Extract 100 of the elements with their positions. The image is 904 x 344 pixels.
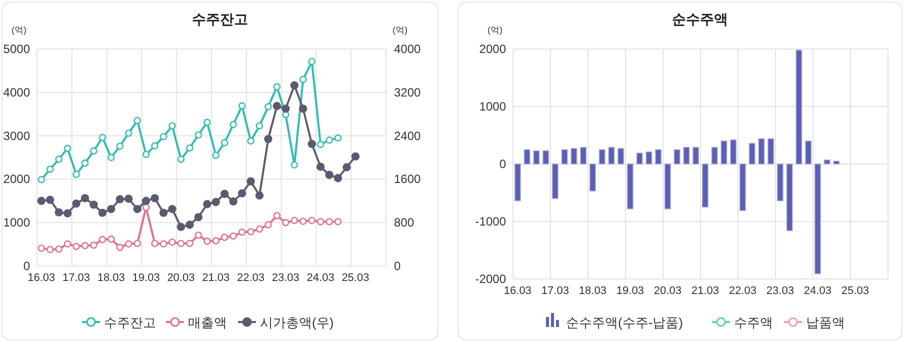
point bbox=[63, 209, 72, 218]
y-tick-label: 5000 bbox=[3, 42, 30, 56]
y-tick-label: -1000 bbox=[475, 214, 506, 228]
point bbox=[142, 196, 150, 205]
point bbox=[194, 213, 203, 222]
bar bbox=[636, 152, 643, 164]
bar bbox=[580, 146, 587, 164]
x-tick-label: 20.03 bbox=[167, 272, 195, 284]
point bbox=[290, 216, 298, 224]
y-tick-label: 1000 bbox=[479, 100, 506, 114]
point bbox=[238, 102, 246, 110]
point bbox=[264, 221, 272, 228]
point bbox=[273, 212, 281, 220]
bar bbox=[598, 149, 606, 164]
y2-tick-label: 4000 bbox=[394, 42, 422, 56]
chart-title: 순수주액 bbox=[672, 11, 728, 27]
point bbox=[325, 170, 334, 179]
y2-tick-label: 1600 bbox=[394, 172, 422, 186]
point bbox=[81, 242, 89, 250]
point bbox=[186, 220, 194, 229]
point bbox=[334, 218, 342, 226]
x-tick-label: 25.03 bbox=[342, 272, 370, 284]
y2-tick-label: 0 bbox=[394, 259, 401, 273]
point bbox=[220, 139, 228, 146]
point bbox=[160, 133, 168, 140]
x-tick-label: 21.03 bbox=[691, 285, 719, 297]
point bbox=[316, 218, 324, 226]
point bbox=[186, 240, 194, 248]
point bbox=[230, 232, 237, 240]
point bbox=[334, 134, 342, 142]
point bbox=[203, 200, 212, 208]
point bbox=[98, 236, 106, 244]
y-tick-label: 3000 bbox=[3, 128, 30, 143]
point bbox=[64, 240, 72, 248]
point bbox=[133, 204, 142, 214]
point bbox=[351, 152, 360, 161]
point bbox=[125, 130, 132, 137]
point bbox=[186, 144, 194, 152]
point bbox=[212, 152, 220, 159]
bar bbox=[655, 149, 662, 164]
point bbox=[290, 81, 298, 90]
point bbox=[300, 218, 307, 225]
y-tick-label: 2000 bbox=[479, 42, 506, 56]
point bbox=[168, 122, 176, 130]
y2-tick-label: 2400 bbox=[394, 128, 422, 143]
point bbox=[177, 240, 185, 248]
y2-tick-label: 3200 bbox=[394, 85, 422, 100]
bar bbox=[739, 164, 746, 211]
point bbox=[220, 234, 228, 241]
bar bbox=[514, 164, 521, 202]
point bbox=[212, 198, 220, 206]
point bbox=[98, 208, 107, 217]
y-tick-label: 1000 bbox=[3, 216, 30, 230]
point bbox=[55, 156, 62, 163]
bar bbox=[796, 50, 802, 164]
bar bbox=[570, 148, 578, 164]
point bbox=[264, 134, 272, 144]
point bbox=[64, 144, 72, 152]
point bbox=[316, 140, 324, 148]
point bbox=[107, 204, 116, 214]
point bbox=[230, 120, 237, 128]
x-tick-label: 19.03 bbox=[616, 285, 644, 297]
x-tick-label: 17.03 bbox=[62, 272, 90, 284]
point bbox=[46, 246, 54, 254]
point bbox=[326, 218, 333, 226]
legend-label: 순수주액(수주-납품) bbox=[566, 315, 683, 330]
legend-label: 납품액 bbox=[806, 315, 845, 330]
point bbox=[168, 204, 176, 214]
point bbox=[264, 103, 272, 110]
point bbox=[54, 208, 63, 216]
point bbox=[282, 219, 290, 226]
x-tick-label: 23.03 bbox=[766, 285, 794, 297]
point bbox=[220, 190, 229, 198]
bar bbox=[542, 150, 550, 164]
bar bbox=[711, 146, 718, 164]
y-tick-label: 4000 bbox=[3, 85, 30, 100]
point bbox=[125, 240, 132, 248]
point bbox=[282, 104, 290, 113]
point bbox=[229, 197, 238, 206]
point bbox=[308, 216, 316, 224]
x-tick-label: 17.03 bbox=[541, 285, 569, 297]
point bbox=[134, 117, 141, 124]
bar bbox=[814, 164, 821, 274]
bar bbox=[674, 149, 680, 164]
legend-label: 매출액 bbox=[188, 315, 227, 330]
bar bbox=[748, 142, 756, 164]
point bbox=[134, 240, 141, 248]
point bbox=[116, 244, 124, 251]
point bbox=[299, 104, 308, 113]
point bbox=[256, 226, 264, 233]
x-tick-label: 16.03 bbox=[28, 272, 56, 284]
legend-label: 시가총액(우) bbox=[260, 315, 334, 330]
x-tick-label: 24.03 bbox=[306, 272, 334, 284]
bar bbox=[683, 146, 690, 164]
bar bbox=[702, 164, 708, 208]
x-tick-label: 18.03 bbox=[97, 272, 125, 284]
point bbox=[168, 238, 176, 246]
bar bbox=[608, 146, 615, 164]
point bbox=[55, 245, 62, 253]
point bbox=[151, 142, 158, 150]
